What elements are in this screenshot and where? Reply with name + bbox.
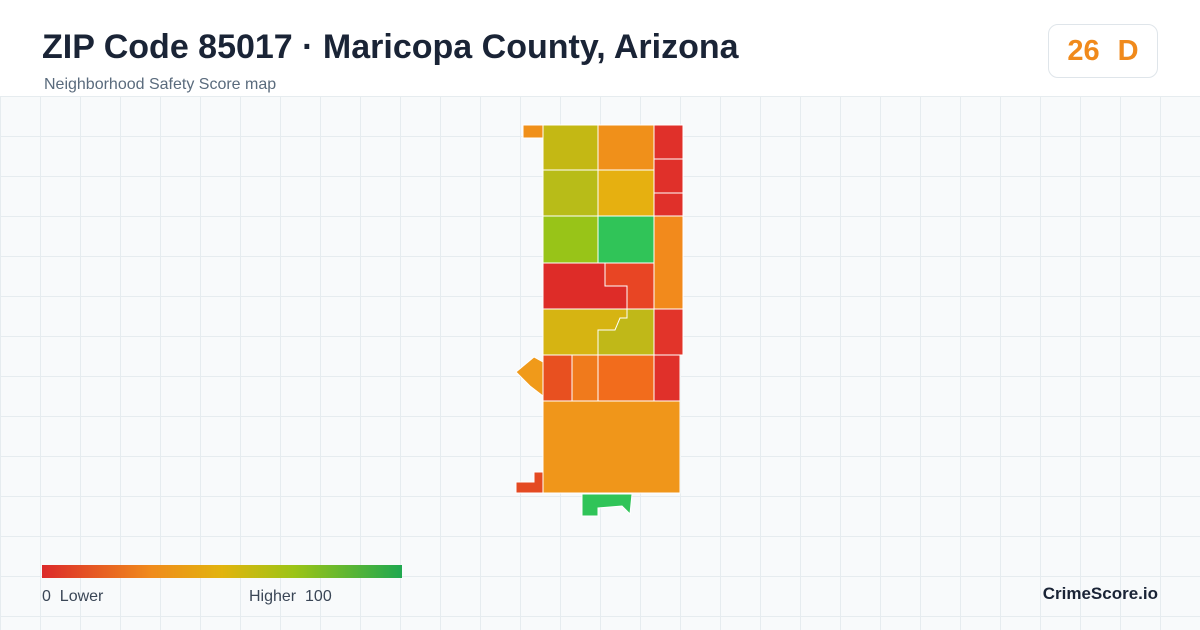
map-area — [597, 124, 655, 171]
map-area — [653, 215, 684, 310]
subtitle: Neighborhood Safety Score map — [44, 76, 277, 93]
map-area — [653, 308, 684, 356]
legend-min-label: Lower — [59, 588, 104, 605]
map-area — [542, 215, 599, 264]
map-area — [581, 493, 633, 517]
map-area — [653, 192, 684, 217]
legend-min: 0 — [42, 588, 51, 605]
map-area — [597, 169, 655, 217]
brand: CrimeScore.io — [1042, 584, 1158, 603]
map-area — [542, 124, 599, 171]
map-area — [542, 400, 681, 494]
map-area — [515, 356, 544, 398]
score-badge: 26 D — [1048, 24, 1158, 78]
map-area — [542, 354, 573, 402]
title: ZIP Code 85017 · Maricopa County, Arizon… — [42, 28, 739, 66]
map-area — [597, 215, 655, 264]
map-area — [522, 124, 544, 139]
map-area — [653, 124, 684, 160]
legend-gradient — [42, 565, 402, 578]
legend-high: Higher 100 — [249, 588, 332, 606]
map-area — [653, 158, 684, 194]
score-grade: D — [1117, 34, 1139, 67]
legend-max: 100 — [305, 588, 332, 605]
legend-low: 0 Lower — [42, 588, 103, 606]
score-value: 26 — [1067, 34, 1100, 67]
map-area — [571, 354, 599, 402]
map-area — [542, 169, 599, 217]
map-area — [653, 354, 681, 402]
legend-max-label: Higher — [249, 588, 297, 605]
map-area — [515, 471, 544, 494]
map-area — [597, 354, 655, 402]
header: ZIP Code 85017 · Maricopa County, Arizon… — [0, 0, 1200, 96]
